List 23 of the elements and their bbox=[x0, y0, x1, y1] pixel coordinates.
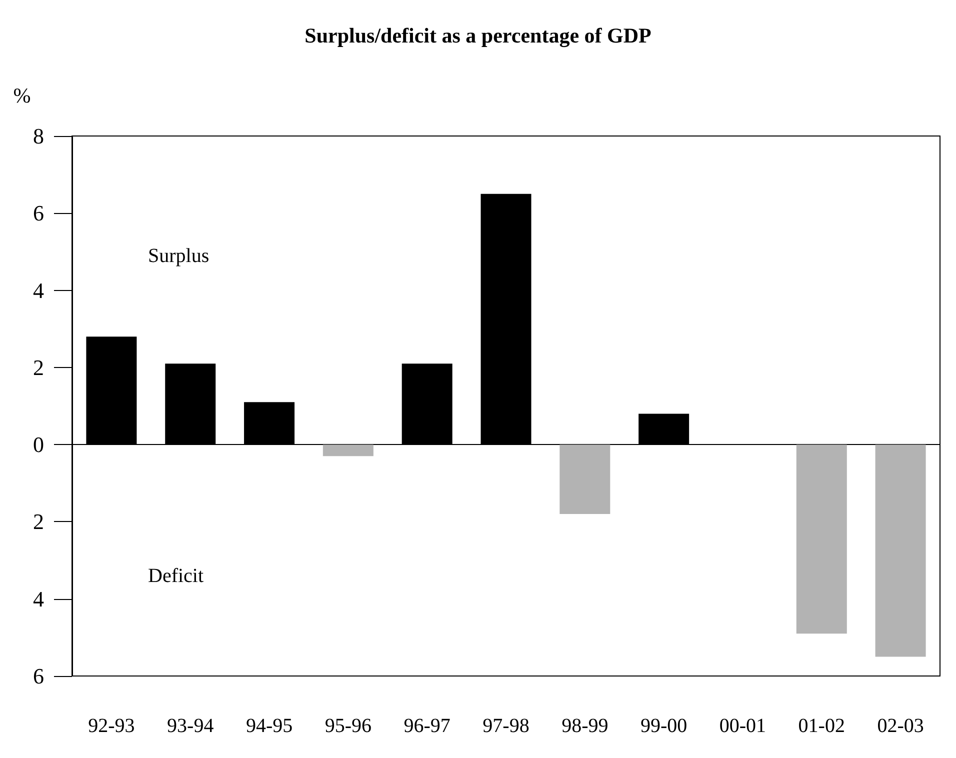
x-tick-label: 00-01 bbox=[719, 715, 766, 737]
annotation: Surplus bbox=[148, 245, 210, 267]
y-tick-label: 6 bbox=[33, 200, 44, 226]
y-axis-title: % bbox=[13, 84, 31, 108]
chart-title: Surplus/deficit as a percentage of GDP bbox=[304, 24, 652, 48]
x-tick-label: 92-93 bbox=[88, 715, 135, 737]
y-tick-label: 2 bbox=[33, 354, 44, 380]
x-tick-label: 98-99 bbox=[562, 715, 608, 737]
y-tick-label: 0 bbox=[33, 432, 44, 458]
y-tick-label: 4 bbox=[33, 586, 44, 612]
x-tick-label: 95-96 bbox=[324, 715, 372, 737]
x-tick-label: 97-98 bbox=[482, 715, 530, 737]
y-tick-label: 4 bbox=[33, 278, 44, 303]
y-tick-label: 6 bbox=[33, 664, 44, 688]
y-tick-label: 2 bbox=[33, 509, 44, 534]
y-tick-label: 8 bbox=[33, 124, 44, 148]
x-tick-label: 02-03 bbox=[877, 715, 924, 737]
x-tick-label: 94-95 bbox=[246, 715, 293, 737]
annotation: Deficit bbox=[148, 565, 204, 587]
x-tick-label: 99-00 bbox=[640, 715, 688, 737]
x-tick-label: 01-02 bbox=[798, 715, 845, 737]
x-tick-label: 96-97 bbox=[404, 715, 450, 737]
x-tick-label: 93-94 bbox=[167, 715, 214, 737]
